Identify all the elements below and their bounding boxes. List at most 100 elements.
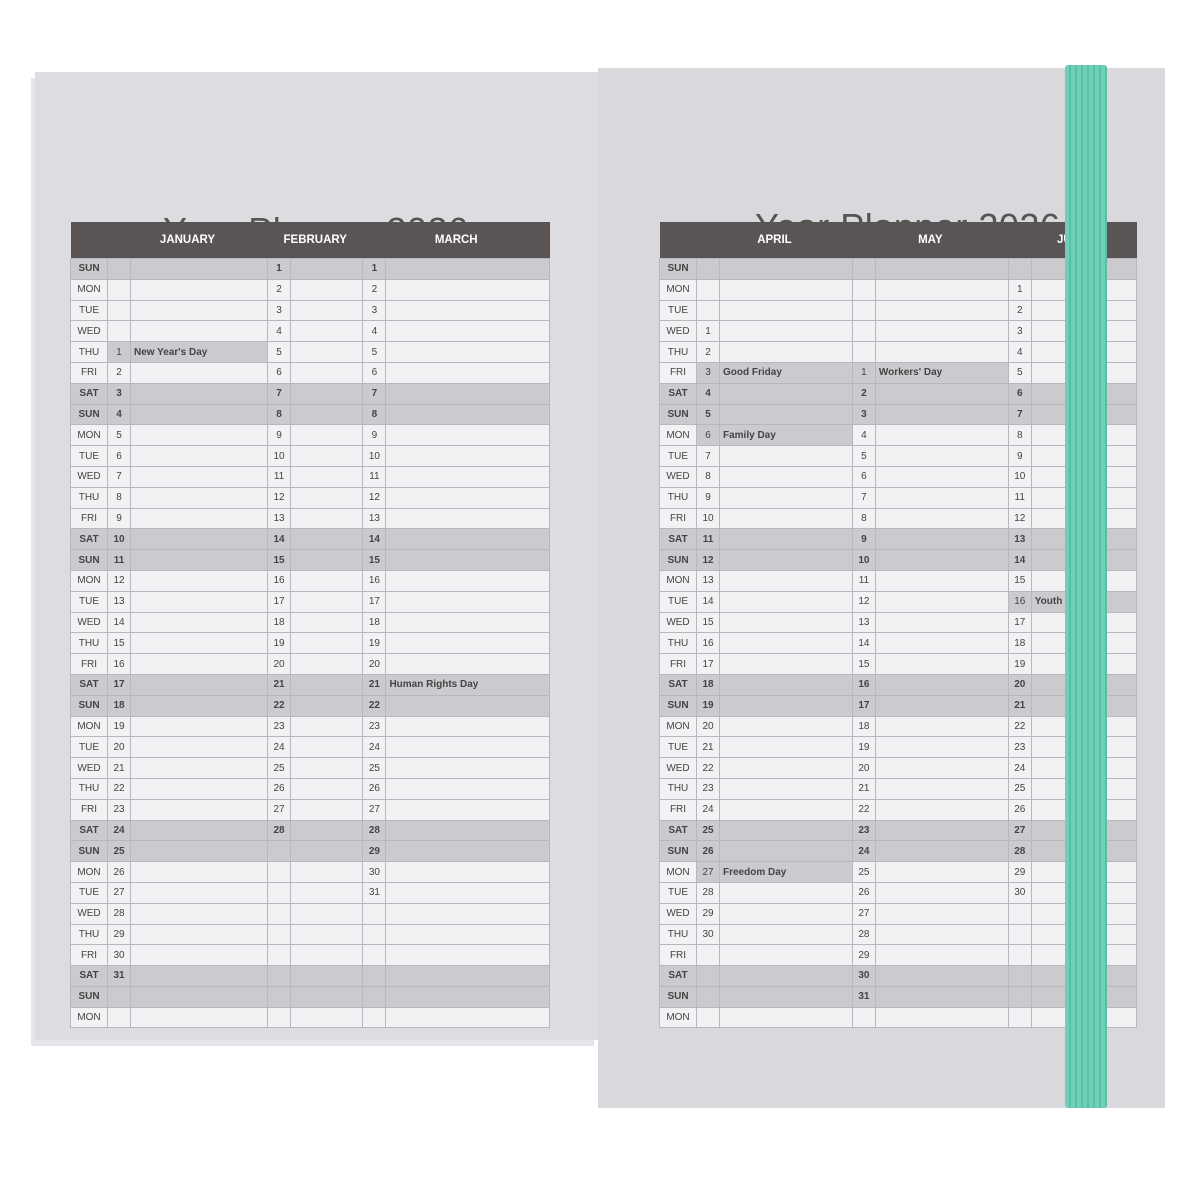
day-note-cell <box>385 965 550 987</box>
table-row: TUE 3 3 <box>70 299 550 322</box>
table-row: WED 28 <box>70 902 550 925</box>
day-note-cell <box>874 653 1009 675</box>
day-note-cell <box>719 736 853 759</box>
day-note-cell <box>290 944 364 967</box>
left-page: Year Planner 2026 JANUARYFEBRUARYMARCHSU… <box>35 72 598 1040</box>
day-note-cell <box>874 569 1009 592</box>
day-number: 7 <box>851 486 876 509</box>
day-number: 10 <box>696 507 720 530</box>
day-number: 22 <box>851 798 876 821</box>
table-row: SUN 19 17 21 <box>659 694 1138 717</box>
day-note-cell <box>719 320 853 343</box>
weekday-label: MON <box>659 278 697 301</box>
weekday-label: WED <box>70 902 108 925</box>
day-number: 7 <box>696 445 720 467</box>
day-number <box>851 299 876 322</box>
day-number: 26 <box>851 881 876 904</box>
day-number: 29 <box>107 923 131 946</box>
table-row: TUE 14 12 16 Youth Day <box>659 590 1138 613</box>
day-number: 16 <box>1007 590 1032 613</box>
day-note-cell <box>874 611 1009 634</box>
table-row: THU 8 12 12 <box>70 486 550 509</box>
day-note-cell <box>719 798 853 821</box>
day-note-cell <box>719 1006 853 1029</box>
day-note-cell <box>290 757 364 779</box>
table-row: TUE 7 5 9 <box>659 445 1138 467</box>
day-number: 2 <box>1007 299 1032 322</box>
weekday-label: TUE <box>70 299 108 322</box>
day-number: 30 <box>362 861 387 883</box>
day-number <box>362 1006 387 1029</box>
weekday-label: SUN <box>659 549 697 571</box>
elastic-closure-band <box>1065 65 1107 1108</box>
day-note-cell <box>290 861 364 883</box>
day-number: 25 <box>851 861 876 883</box>
day-number: 24 <box>696 798 720 821</box>
table-row: SUN 26 24 28 <box>659 840 1138 863</box>
holiday-label: New Year's Day <box>129 341 269 363</box>
day-number: 20 <box>107 736 131 759</box>
day-number: 30 <box>1007 881 1032 904</box>
day-note-cell <box>385 611 550 634</box>
day-note-cell <box>874 798 1009 821</box>
weekday-label: SUN <box>659 403 697 426</box>
weekday-label: FRI <box>659 653 697 675</box>
day-number: 6 <box>696 424 720 447</box>
weekday-label: WED <box>70 611 108 634</box>
day-number: 9 <box>267 424 292 447</box>
day-number <box>107 258 131 280</box>
day-number: 26 <box>696 840 720 863</box>
table-row: SUN 1 1 <box>70 258 550 280</box>
weekday-label: MON <box>70 1006 108 1029</box>
weekday-label: SAT <box>659 528 697 551</box>
day-number: 21 <box>696 736 720 759</box>
day-note-cell <box>719 611 853 634</box>
day-note-cell <box>385 382 550 405</box>
day-note-cell <box>129 632 269 655</box>
day-number <box>1007 258 1032 280</box>
day-number <box>1007 923 1032 946</box>
weekday-label: MON <box>659 424 697 447</box>
day-number: 25 <box>696 819 720 842</box>
day-note-cell <box>719 923 853 946</box>
weekday-label: THU <box>70 923 108 946</box>
day-number: 22 <box>107 777 131 800</box>
table-row: THU 1 New Year's Day 5 5 <box>70 341 550 363</box>
day-number: 22 <box>267 694 292 717</box>
weekday-label: THU <box>659 777 697 800</box>
day-number: 16 <box>362 569 387 592</box>
day-note-cell <box>129 299 269 322</box>
day-note-cell <box>719 590 853 613</box>
table-row: THU 15 19 19 <box>70 632 550 655</box>
weekday-label: WED <box>659 902 697 925</box>
weekday-label: THU <box>659 486 697 509</box>
day-note-cell <box>290 798 364 821</box>
day-note-cell <box>290 611 364 634</box>
day-note-cell <box>874 424 1009 447</box>
day-note-cell <box>129 902 269 925</box>
day-number: 12 <box>696 549 720 571</box>
day-number: 8 <box>696 465 720 488</box>
day-number: 14 <box>1007 549 1032 571</box>
day-note-cell <box>385 653 550 675</box>
day-number: 3 <box>851 403 876 426</box>
day-note-cell <box>385 923 550 946</box>
weekday-label: SAT <box>659 965 697 987</box>
weekday-label: FRI <box>659 798 697 821</box>
day-note-cell <box>290 507 364 530</box>
month-header: APRIL <box>696 222 853 259</box>
day-note-cell <box>874 632 1009 655</box>
day-note-cell <box>290 486 364 509</box>
day-note-cell <box>290 465 364 488</box>
table-row: FRI 10 8 12 <box>659 507 1138 530</box>
weekday-label: SAT <box>70 673 108 696</box>
day-note-cell <box>385 465 550 488</box>
day-number: 2 <box>107 361 131 384</box>
day-number: 6 <box>851 465 876 488</box>
day-number: 28 <box>1007 840 1032 863</box>
table-row: FRI 2 6 6 <box>70 361 550 384</box>
day-number: 12 <box>362 486 387 509</box>
day-note-cell <box>290 840 364 863</box>
day-number: 13 <box>696 569 720 592</box>
day-note-cell <box>874 881 1009 904</box>
